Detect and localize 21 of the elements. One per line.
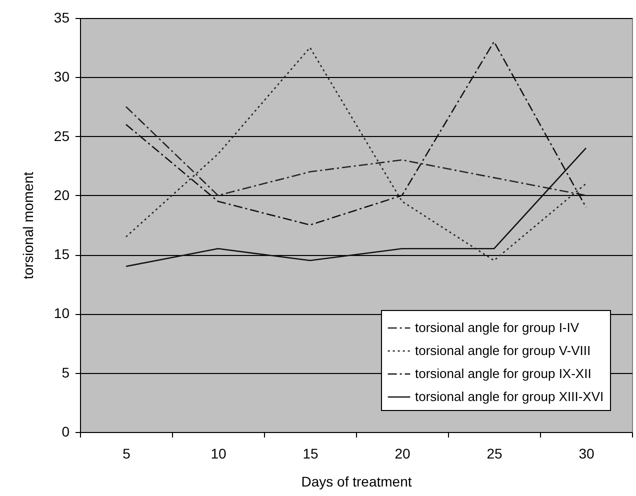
y-tick-label: 15: [54, 246, 70, 262]
x-tick-label: 25: [486, 446, 502, 462]
x-tick-label: 20: [394, 446, 410, 462]
legend-label: torsional angle for group I-IV: [415, 320, 580, 335]
x-tick-label: 15: [302, 446, 318, 462]
y-axis-title: torsional moment: [20, 172, 36, 280]
y-tick-label: 25: [54, 128, 70, 144]
y-tick-label: 35: [54, 10, 70, 26]
x-tick-label: 30: [578, 446, 594, 462]
legend-label: torsional angle for group IX-XII: [415, 366, 592, 381]
line-series: [125, 46, 587, 262]
y-tick-label: 20: [54, 186, 70, 203]
y-tick-label: 5: [62, 364, 70, 380]
x-tick-label: 5: [122, 446, 131, 462]
legend-label: torsional angle for group XIII-XVI: [415, 389, 604, 404]
x-tick-label: 10: [210, 446, 226, 462]
y-tick-label: 10: [54, 305, 70, 322]
y-tick-label: 30: [54, 68, 70, 85]
y-tick-label: 0: [62, 424, 70, 440]
x-axis-title: Days of treatment: [301, 474, 412, 490]
legend-label: torsional angle for group V-VIII: [415, 343, 591, 358]
